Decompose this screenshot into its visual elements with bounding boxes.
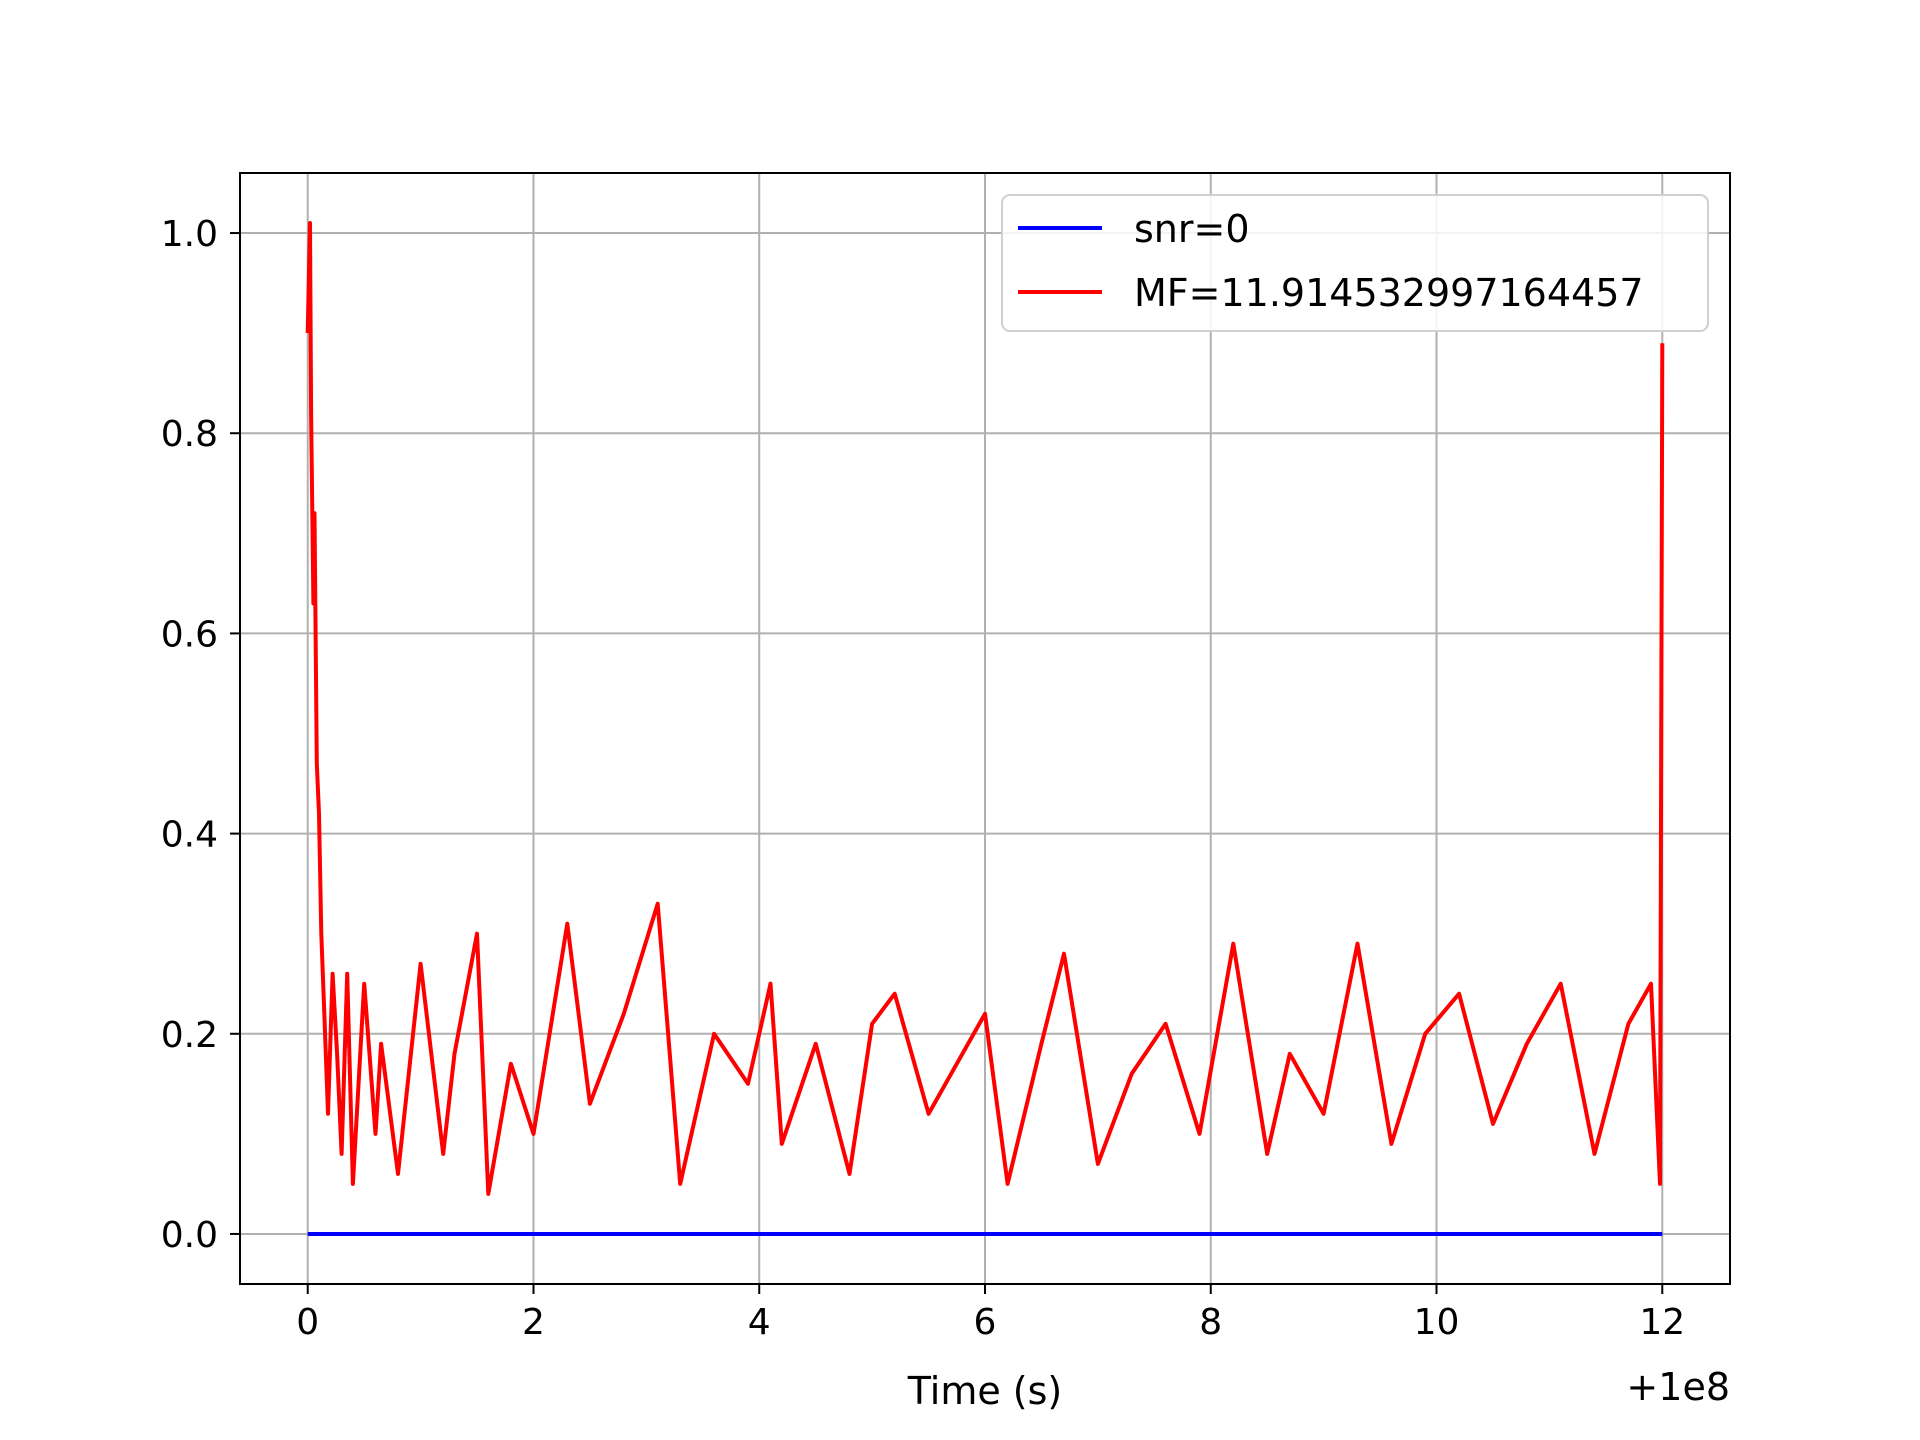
y-tick-label: 0.8	[161, 414, 218, 455]
y-tick-label: 0.0	[161, 1215, 218, 1256]
y-tick-label: 0.2	[161, 1015, 218, 1056]
y-tick-label: 0.4	[161, 815, 218, 856]
legend: snr=0 MF=11.914532997164457	[1001, 194, 1709, 332]
legend-box	[1001, 194, 1709, 332]
y-tick-label: 1.0	[161, 214, 218, 255]
data-series	[305, 221, 1665, 1236]
x-tick-label: 0	[296, 1302, 319, 1343]
x-tick-label: 10	[1414, 1302, 1460, 1343]
x-tick-label: 8	[1199, 1302, 1222, 1343]
legend-label-mf: MF=11.914532997164457	[1134, 271, 1644, 315]
x-axis-label: Time (s)	[907, 1369, 1063, 1413]
x-axis-offset-label: +1e8	[1626, 1365, 1730, 1409]
x-tick-label: 4	[748, 1302, 771, 1343]
series-line-mf	[305, 221, 1665, 1196]
legend-label-snr: snr=0	[1134, 207, 1250, 251]
x-tick-label: 12	[1639, 1302, 1685, 1343]
x-tick-label: 2	[522, 1302, 545, 1343]
x-tick-label: 6	[974, 1302, 997, 1343]
y-tick-label: 0.6	[161, 614, 218, 655]
axes: 0 2 4 6 8 10 12 0.0 0.2 0.4 0.6 0.8 1.0	[161, 214, 1685, 1343]
